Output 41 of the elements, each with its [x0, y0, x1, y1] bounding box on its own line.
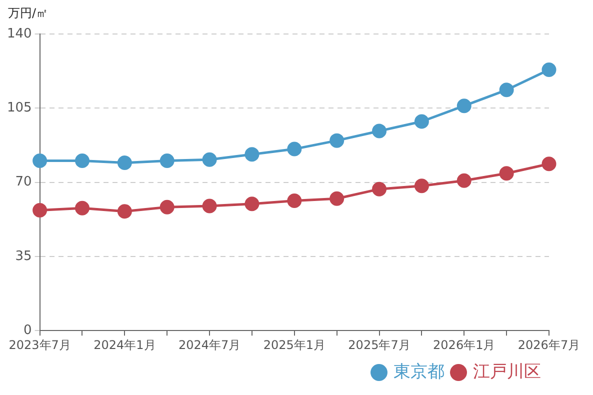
- y-tick-label: 35: [15, 248, 32, 264]
- x-tick-label: 2024年7月: [178, 338, 241, 352]
- point: [372, 182, 387, 196]
- point: [74, 200, 90, 216]
- point: [117, 156, 132, 170]
- point: [499, 166, 514, 181]
- x-tick-label: 2026年7月: [518, 338, 580, 352]
- legend-label: 江戸川区: [473, 362, 541, 382]
- point: [74, 153, 90, 168]
- x-tick-label: 2025年7月: [348, 338, 410, 352]
- point: [32, 153, 48, 168]
- y-tick-label: 70: [15, 174, 32, 190]
- point: [202, 152, 217, 167]
- x-tick-label: 2023年7月: [8, 338, 71, 352]
- point: [160, 153, 174, 168]
- point: [414, 178, 429, 194]
- point: [287, 193, 302, 208]
- point: [287, 142, 302, 156]
- point: [542, 62, 556, 78]
- point: [117, 204, 132, 219]
- point: [244, 196, 260, 212]
- point: [499, 82, 514, 98]
- point: [372, 124, 387, 138]
- x-tick-label: 2025年1月: [263, 338, 326, 352]
- y-tick-label: 105: [6, 100, 32, 116]
- point: [202, 198, 217, 214]
- point: [414, 114, 429, 129]
- y-tick-label: 140: [6, 26, 32, 42]
- point: [456, 98, 472, 114]
- legend-label: 東京都: [394, 362, 444, 382]
- point: [160, 200, 174, 214]
- x-tick-label: 2024年1月: [94, 338, 156, 352]
- point: [542, 156, 556, 172]
- y-axis-title: 万円/㎡: [8, 6, 48, 20]
- y-tick-label: 0: [24, 322, 32, 338]
- point: [330, 191, 344, 206]
- point: [330, 133, 344, 148]
- point: [456, 173, 472, 188]
- point: [32, 203, 48, 218]
- point: [244, 147, 260, 162]
- x-tick-label: 2026年1月: [433, 338, 496, 352]
